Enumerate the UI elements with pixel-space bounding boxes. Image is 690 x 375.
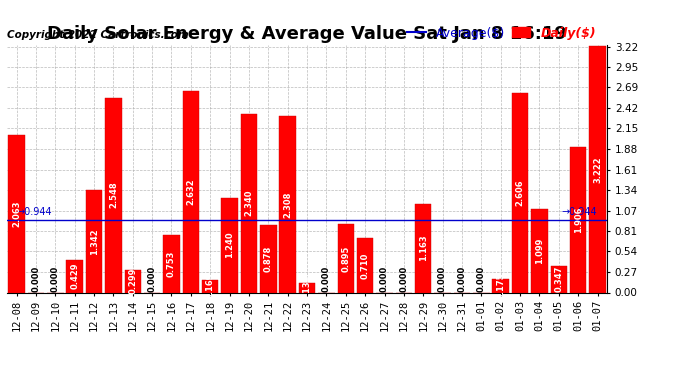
Title: Daily Solar Energy & Average Value Sat Jan 8 16:19: Daily Solar Energy & Average Value Sat J… [47, 26, 567, 44]
Text: 0.895: 0.895 [342, 245, 351, 272]
Bar [86, 190, 102, 292]
Bar [512, 93, 529, 292]
Text: 0.000: 0.000 [380, 266, 389, 292]
Bar [551, 266, 567, 292]
Text: 0.299: 0.299 [128, 268, 137, 294]
Bar [299, 283, 315, 292]
Text: 0.169: 0.169 [206, 273, 215, 299]
Text: 0.000: 0.000 [322, 266, 331, 292]
Text: 0.347: 0.347 [554, 266, 563, 292]
Text: 3.222: 3.222 [593, 156, 602, 183]
Text: →0.944: →0.944 [17, 207, 52, 218]
Text: 0.000: 0.000 [51, 266, 60, 292]
Text: 0.000: 0.000 [438, 266, 447, 292]
Text: 1.240: 1.240 [225, 232, 234, 258]
Bar [221, 198, 238, 292]
Text: 0.000: 0.000 [32, 266, 41, 292]
Bar [357, 238, 373, 292]
Text: 0.175: 0.175 [496, 273, 505, 299]
Text: 1.099: 1.099 [535, 237, 544, 264]
Bar [260, 225, 277, 292]
Bar [570, 147, 586, 292]
Text: 2.308: 2.308 [283, 191, 292, 217]
Text: →0.944: →0.944 [562, 207, 598, 218]
Text: 0.130: 0.130 [302, 274, 312, 301]
Text: 0.753: 0.753 [167, 251, 176, 277]
Bar [164, 235, 179, 292]
Text: 0.429: 0.429 [70, 263, 79, 290]
Text: 1.163: 1.163 [419, 235, 428, 261]
Text: 2.063: 2.063 [12, 201, 21, 227]
Bar [337, 224, 354, 292]
Text: Copyright 2022 Cartronics.com: Copyright 2022 Cartronics.com [7, 30, 188, 40]
Text: 0.000: 0.000 [457, 266, 466, 292]
Bar [589, 46, 606, 292]
Bar [66, 260, 83, 292]
Text: 0.000: 0.000 [477, 266, 486, 292]
Bar [531, 209, 548, 292]
Text: 2.606: 2.606 [515, 180, 524, 206]
Bar [8, 135, 25, 292]
Text: 0.878: 0.878 [264, 246, 273, 272]
Legend: Average($), Daily($): Average($), Daily($) [402, 21, 601, 45]
Bar [124, 270, 141, 292]
Text: 1.342: 1.342 [90, 228, 99, 255]
Bar [105, 98, 121, 292]
Bar [241, 114, 257, 292]
Text: 2.548: 2.548 [109, 182, 118, 209]
Text: 2.340: 2.340 [244, 190, 253, 216]
Text: 1.906: 1.906 [573, 207, 582, 233]
Text: 0.000: 0.000 [148, 266, 157, 292]
Bar [183, 92, 199, 292]
Text: 0.000: 0.000 [400, 266, 408, 292]
Text: 2.632: 2.632 [186, 178, 195, 205]
Bar [493, 279, 509, 292]
Bar [279, 116, 296, 292]
Bar [415, 204, 431, 292]
Text: 0.710: 0.710 [361, 252, 370, 279]
Bar [202, 280, 219, 292]
